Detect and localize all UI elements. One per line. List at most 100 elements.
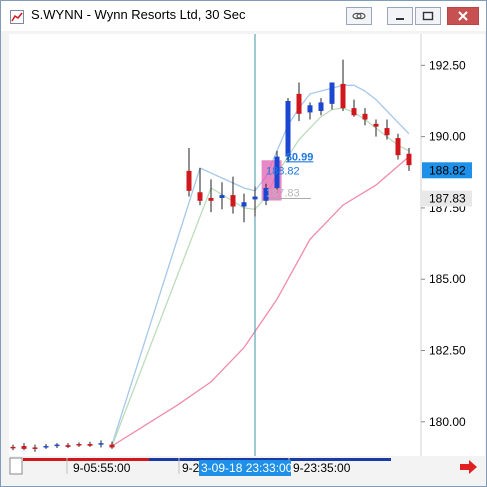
candle[interactable] xyxy=(98,440,104,448)
candle[interactable] xyxy=(54,443,60,449)
candle-body-up xyxy=(285,101,291,157)
average-line-2 xyxy=(111,107,410,447)
candle-body-down xyxy=(406,153,412,166)
chart-app-icon xyxy=(10,10,24,24)
candle[interactable] xyxy=(230,176,236,214)
candle[interactable] xyxy=(186,148,192,197)
minimize-button[interactable] xyxy=(387,7,413,25)
candle-body-up xyxy=(318,102,324,111)
candle[interactable] xyxy=(241,193,247,223)
candles xyxy=(10,59,412,452)
title-bar[interactable]: S.WYNN - Wynn Resorts Ltd, 30 Sec xyxy=(1,1,486,31)
maximize-icon xyxy=(422,11,434,21)
candle[interactable] xyxy=(252,186,258,217)
candle-body-down xyxy=(21,446,27,449)
candle[interactable] xyxy=(109,441,115,449)
candle-body-down xyxy=(362,113,368,120)
candle-body-down xyxy=(10,446,16,449)
candle[interactable] xyxy=(10,444,16,451)
candle[interactable] xyxy=(87,441,93,447)
candlestick-chart[interactable]: $0.99 188.82 187.83 192.50190.00187.5018… xyxy=(9,34,485,480)
candle-body-up xyxy=(241,202,247,207)
close-button[interactable] xyxy=(447,7,479,25)
time-axis-scroll-box[interactable] xyxy=(9,457,23,475)
highlight-top-price: 188.82 xyxy=(266,165,300,177)
candle-body-down xyxy=(76,444,82,446)
price-tick-label: 190.00 xyxy=(429,130,466,144)
candle-body-down xyxy=(109,444,115,448)
candle[interactable] xyxy=(318,98,324,116)
candle[interactable] xyxy=(395,133,401,160)
last-price-tag xyxy=(422,162,472,179)
candle[interactable] xyxy=(65,443,71,449)
price-change-label: $0.99 xyxy=(286,151,314,163)
window-title: S.WYNN - Wynn Resorts Ltd, 30 Sec xyxy=(31,7,246,22)
average-line-3 xyxy=(111,156,410,447)
candle-body-down xyxy=(186,170,192,191)
cursor-time-tag xyxy=(199,460,291,476)
candle[interactable] xyxy=(21,443,27,451)
candle-body-up xyxy=(219,195,225,198)
candle[interactable] xyxy=(362,108,368,126)
reference-price-label: 187.83 xyxy=(429,192,466,206)
close-icon xyxy=(458,11,468,21)
candle-body-down xyxy=(197,192,203,201)
candle-body-down xyxy=(32,447,38,449)
average-line-1 xyxy=(111,84,410,445)
last-price-label: 188.82 xyxy=(429,163,466,177)
candle-body-down xyxy=(296,93,302,114)
price-tick-label: 192.50 xyxy=(429,58,466,72)
candle-body-down xyxy=(208,197,214,201)
candle-body-down xyxy=(230,195,236,207)
candle-body-up xyxy=(329,82,335,104)
cursor-time-label: 3-09-18 23:33:00 xyxy=(201,461,293,475)
link-icon xyxy=(352,12,366,20)
candle-body-up xyxy=(54,444,60,447)
candle[interactable] xyxy=(384,119,390,140)
candle-body-up xyxy=(263,187,269,201)
candle[interactable] xyxy=(263,183,269,206)
candle[interactable] xyxy=(219,182,225,210)
candle-body-down xyxy=(373,123,379,127)
price-tick-label: 182.50 xyxy=(429,344,466,358)
candle[interactable] xyxy=(351,99,357,117)
candle-body-up xyxy=(252,196,258,200)
candle[interactable] xyxy=(373,119,379,137)
chart-area[interactable]: $0.99 188.82 187.83 192.50 190.00 187.50 18… xyxy=(9,34,485,480)
candle[interactable] xyxy=(197,168,203,206)
session-bar-blue xyxy=(149,458,391,461)
candle-body-up xyxy=(274,156,280,188)
reference-price-tag xyxy=(422,190,472,207)
candle-body-down xyxy=(395,138,401,156)
candle[interactable] xyxy=(208,179,214,213)
candle[interactable] xyxy=(32,444,38,452)
candle[interactable] xyxy=(296,82,302,121)
candle-body-up xyxy=(43,446,49,448)
candle-body-down xyxy=(351,108,357,116)
plot-area[interactable] xyxy=(9,34,421,456)
session-bar-red xyxy=(23,458,149,461)
candle-body-down xyxy=(384,128,390,136)
candle[interactable] xyxy=(406,148,412,171)
candle-body-up xyxy=(98,443,104,445)
time-label-1: 9-05:55:00 xyxy=(73,461,131,475)
candle[interactable] xyxy=(285,98,291,163)
time-label-3: 9-23:35:00 xyxy=(293,461,351,475)
maximize-button[interactable] xyxy=(415,7,441,25)
candle-body-down xyxy=(340,83,346,109)
candle[interactable] xyxy=(274,150,280,193)
candle[interactable] xyxy=(307,102,313,120)
candle[interactable] xyxy=(43,444,49,449)
time-label-2: 9-2 xyxy=(182,461,200,475)
price-tick-label: 185.00 xyxy=(429,272,466,286)
candle-body-down xyxy=(87,444,93,446)
candle[interactable] xyxy=(76,442,82,447)
average-lines xyxy=(111,84,410,447)
candle[interactable] xyxy=(340,59,346,111)
scroll-right-arrow-icon[interactable] xyxy=(460,460,477,474)
highlight-bottom-price: 187.83 xyxy=(266,188,300,200)
candle[interactable] xyxy=(329,82,335,110)
link-button[interactable] xyxy=(346,7,372,25)
candle-body-down xyxy=(65,445,71,447)
